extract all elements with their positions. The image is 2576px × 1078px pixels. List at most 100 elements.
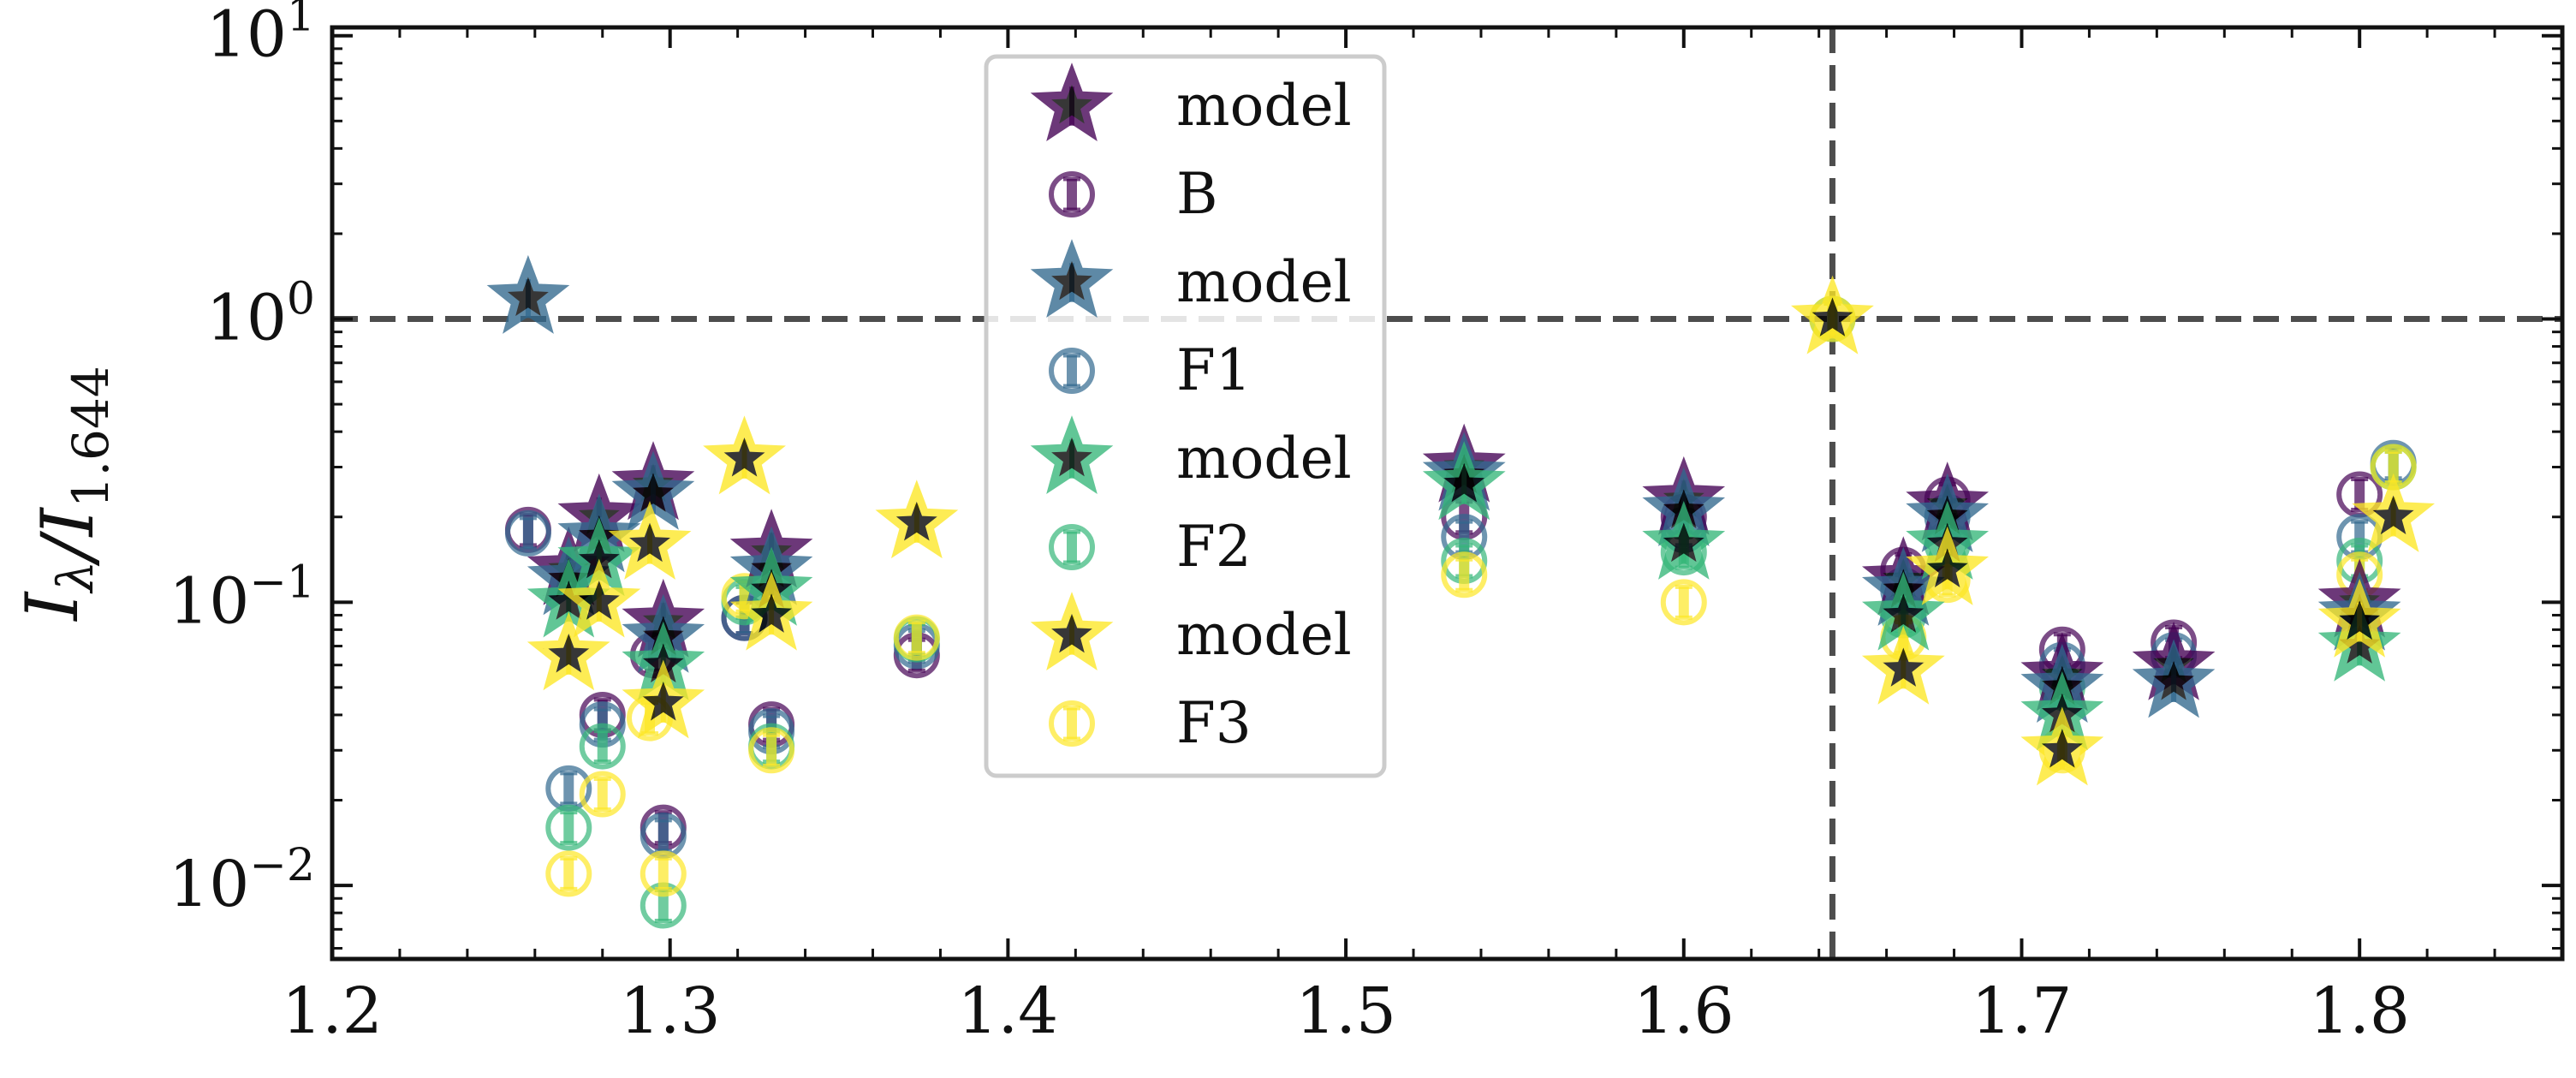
star-marker bbox=[1030, 239, 1114, 319]
x-tick-label: 1.5 bbox=[1295, 974, 1396, 1048]
data-point bbox=[545, 804, 592, 851]
star-marker bbox=[729, 571, 813, 651]
legend-box bbox=[984, 54, 1387, 778]
legend-entry: B bbox=[1049, 161, 1218, 227]
axes bbox=[330, 25, 2565, 962]
series-7-f3 bbox=[545, 295, 2417, 897]
circle-marker bbox=[1049, 524, 1095, 570]
circle-marker bbox=[1441, 551, 1488, 599]
x-tick-label: 1.4 bbox=[958, 974, 1059, 1048]
legend-star-icon bbox=[1030, 415, 1114, 495]
circle-marker bbox=[579, 723, 626, 770]
circle-marker bbox=[545, 804, 592, 851]
circle-marker bbox=[545, 850, 592, 897]
data-point bbox=[1642, 500, 1726, 580]
star-marker bbox=[622, 659, 705, 739]
star-marker bbox=[2132, 639, 2216, 718]
star-marker bbox=[486, 254, 570, 334]
legend-star-icon bbox=[1030, 63, 1114, 142]
data-points bbox=[486, 254, 2436, 929]
legend-label: model bbox=[1176, 249, 1352, 315]
data-point bbox=[622, 659, 705, 739]
star-marker bbox=[1422, 441, 1506, 521]
legend-star-icon bbox=[1030, 239, 1114, 319]
star-marker bbox=[611, 450, 695, 530]
legend-entry: model bbox=[1030, 239, 1352, 319]
star-marker bbox=[703, 415, 786, 495]
x-tick-label: 1.3 bbox=[620, 974, 721, 1048]
star-marker bbox=[557, 558, 641, 638]
star-marker bbox=[1642, 500, 1726, 580]
data-point bbox=[2317, 578, 2401, 658]
circle-marker bbox=[1660, 579, 1707, 626]
circle-marker bbox=[1049, 171, 1095, 217]
data-point bbox=[486, 254, 570, 334]
y-tick-label: 10−1 bbox=[169, 557, 315, 638]
reference-lines bbox=[332, 27, 2562, 959]
plot-frame bbox=[330, 25, 2565, 962]
circle-marker bbox=[504, 509, 551, 557]
data-point bbox=[611, 450, 695, 530]
legend-label: F2 bbox=[1176, 514, 1252, 580]
x-tick-label: 1.6 bbox=[1633, 974, 1734, 1048]
data-point bbox=[557, 558, 641, 638]
data-point bbox=[504, 509, 551, 557]
legend-circle-icon bbox=[1049, 171, 1095, 217]
data-point bbox=[875, 479, 959, 559]
data-point bbox=[579, 723, 626, 770]
legend-label: F3 bbox=[1176, 690, 1252, 756]
star-marker bbox=[608, 500, 692, 580]
data-point bbox=[729, 571, 813, 651]
data-point bbox=[1441, 551, 1488, 599]
tick-labels: 1.2 1.3 1.4 1.5 1.6 1.7 1.8 10−2 10−1 100 101 bbox=[169, 0, 2410, 1048]
y-axis-label: Iλ/I1.644 bbox=[10, 366, 120, 622]
data-point bbox=[640, 850, 687, 897]
legend-label: model bbox=[1176, 602, 1352, 668]
data-point bbox=[893, 614, 940, 661]
star-marker bbox=[2352, 473, 2436, 552]
x-tick-label: 1.8 bbox=[2309, 974, 2410, 1048]
legend-entry: F2 bbox=[1049, 514, 1252, 580]
y-tick-label: 100 bbox=[206, 274, 315, 355]
data-point bbox=[1906, 526, 1990, 605]
star-marker bbox=[1030, 592, 1114, 671]
star-marker bbox=[1030, 415, 1114, 495]
data-point bbox=[703, 415, 786, 495]
y-tick-label: 10−2 bbox=[169, 840, 315, 921]
y-axis-label-text: Iλ/I1.644 bbox=[10, 366, 120, 622]
x-tick-label: 1.7 bbox=[1972, 974, 2073, 1048]
circle-marker bbox=[748, 727, 795, 774]
series-6-model bbox=[527, 275, 2436, 786]
star-marker bbox=[1861, 625, 1945, 705]
star-marker bbox=[1791, 275, 1874, 354]
circle-marker bbox=[640, 850, 687, 897]
circle-marker bbox=[579, 771, 626, 818]
star-marker bbox=[2317, 578, 2401, 658]
star-marker bbox=[2020, 706, 2104, 786]
data-point bbox=[527, 611, 610, 691]
circle-marker bbox=[640, 812, 687, 859]
legend-label: F1 bbox=[1176, 337, 1252, 403]
star-marker bbox=[875, 479, 959, 559]
star-marker bbox=[1906, 526, 1990, 605]
data-point bbox=[640, 812, 687, 859]
x-tick-label: 1.2 bbox=[282, 974, 383, 1048]
star-marker bbox=[2317, 602, 2401, 682]
circle-marker bbox=[1049, 348, 1095, 394]
star-marker bbox=[1030, 63, 1114, 142]
data-point bbox=[579, 771, 626, 818]
circle-marker bbox=[1049, 700, 1095, 747]
data-point bbox=[608, 500, 692, 580]
data-point bbox=[2020, 706, 2104, 786]
data-point bbox=[1791, 275, 1874, 354]
data-point bbox=[1422, 441, 1506, 521]
data-point bbox=[1861, 625, 1945, 705]
legend-star-icon bbox=[1030, 592, 1114, 671]
star-marker bbox=[527, 611, 610, 691]
y-tick-label: 101 bbox=[206, 0, 315, 72]
circle-marker bbox=[893, 614, 940, 661]
legend-circle-icon bbox=[1049, 524, 1095, 570]
